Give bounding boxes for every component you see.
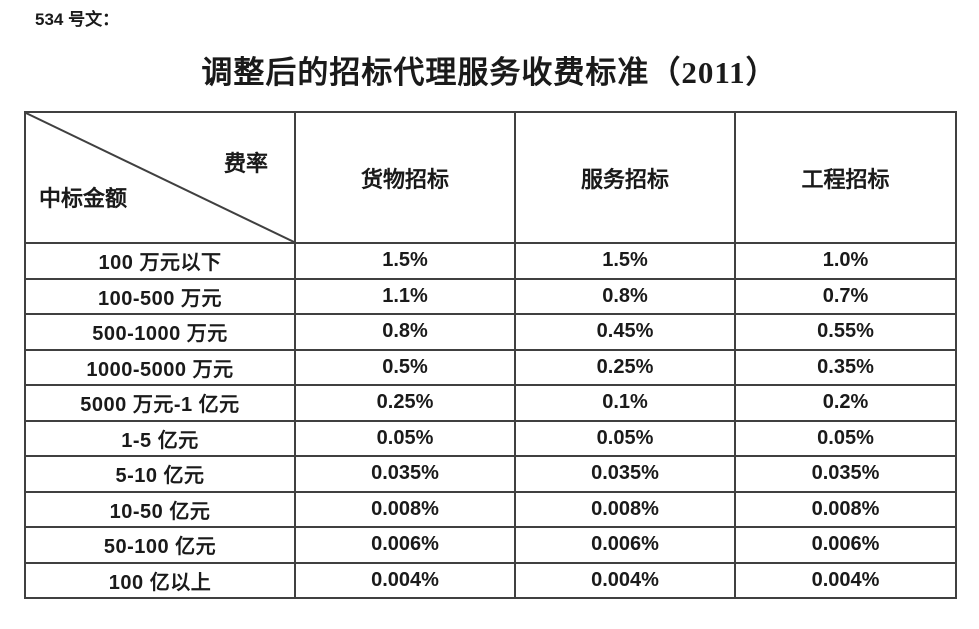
- row-label: 100-500 万元: [24, 277, 296, 315]
- fee-value: 0.45%: [514, 313, 736, 351]
- fee-value: 0.2%: [734, 384, 957, 422]
- fee-value: 0.8%: [514, 277, 736, 315]
- fee-value: 1.5%: [294, 242, 516, 280]
- fee-value: 0.008%: [734, 490, 957, 528]
- corner-cell: 费率 中标金额: [24, 111, 296, 244]
- fee-value: 0.1%: [514, 384, 736, 422]
- fee-value: 0.035%: [514, 455, 736, 493]
- fee-value: 0.25%: [294, 384, 516, 422]
- page-title: 调整后的招标代理服务收费标准（2011）: [201, 55, 778, 90]
- fee-value: 0.35%: [734, 348, 957, 386]
- table-row: 1000-5000 万元 0.5% 0.25% 0.35%: [24, 348, 957, 386]
- fee-value: 0.035%: [734, 455, 957, 493]
- column-header-services: 服务招标: [514, 111, 736, 244]
- fee-value: 0.035%: [294, 455, 516, 493]
- fee-value: 0.006%: [734, 526, 957, 564]
- fee-value: 0.006%: [294, 526, 516, 564]
- row-label: 5-10 亿元: [24, 455, 296, 493]
- fee-value: 1.5%: [514, 242, 736, 280]
- fee-value: 0.05%: [734, 419, 957, 457]
- fee-table: 费率 中标金额 货物招标 服务招标 工程招标 100 万元以下 1.5% 1.5…: [24, 111, 957, 599]
- fee-value: 0.25%: [514, 348, 736, 386]
- fee-value: 0.004%: [294, 561, 516, 599]
- row-label: 100 亿以上: [24, 561, 296, 599]
- corner-label-amount: 中标金额: [39, 186, 128, 211]
- table-row: 50-100 亿元 0.006% 0.006% 0.006%: [24, 526, 957, 564]
- row-label: 1-5 亿元: [24, 419, 296, 457]
- fee-value: 0.8%: [294, 313, 516, 351]
- fee-value: 0.004%: [514, 561, 736, 599]
- fee-value: 1.1%: [294, 277, 516, 315]
- fee-value: 0.05%: [514, 419, 736, 457]
- diagonal-divider-line: [27, 114, 293, 241]
- fee-value: 0.55%: [734, 313, 957, 351]
- column-header-goods: 货物招标: [294, 111, 516, 244]
- row-label: 100 万元以下: [24, 242, 296, 280]
- doc-ref: 534 号文：: [35, 10, 120, 29]
- table-row: 1-5 亿元 0.05% 0.05% 0.05%: [24, 419, 957, 457]
- fee-value: 0.006%: [514, 526, 736, 564]
- fee-value: 0.05%: [294, 419, 516, 457]
- row-label: 500-1000 万元: [24, 313, 296, 351]
- table-row: 5000 万元-1 亿元 0.25% 0.1% 0.2%: [24, 384, 957, 422]
- column-header-engineering: 工程招标: [734, 111, 957, 244]
- fee-value: 0.5%: [294, 348, 516, 386]
- table-row: 100-500 万元 1.1% 0.8% 0.7%: [24, 277, 957, 315]
- row-label: 10-50 亿元: [24, 490, 296, 528]
- table-row: 500-1000 万元 0.8% 0.45% 0.55%: [24, 313, 957, 351]
- fee-value: 0.008%: [294, 490, 516, 528]
- corner-label-rate: 费率: [223, 151, 268, 176]
- fee-value: 0.7%: [734, 277, 957, 315]
- table-header-row: 费率 中标金额 货物招标 服务招标 工程招标: [24, 111, 957, 244]
- table-row: 5-10 亿元 0.035% 0.035% 0.035%: [24, 455, 957, 493]
- fee-value: 0.004%: [734, 561, 957, 599]
- table-row: 100 亿以上 0.004% 0.004% 0.004%: [24, 561, 957, 599]
- fee-value: 1.0%: [734, 242, 957, 280]
- row-label: 5000 万元-1 亿元: [24, 384, 296, 422]
- table-row: 10-50 亿元 0.008% 0.008% 0.008%: [24, 490, 957, 528]
- row-label: 50-100 亿元: [24, 526, 296, 564]
- fee-value: 0.008%: [514, 490, 736, 528]
- table-row: 100 万元以下 1.5% 1.5% 1.0%: [24, 242, 957, 280]
- row-label: 1000-5000 万元: [24, 348, 296, 386]
